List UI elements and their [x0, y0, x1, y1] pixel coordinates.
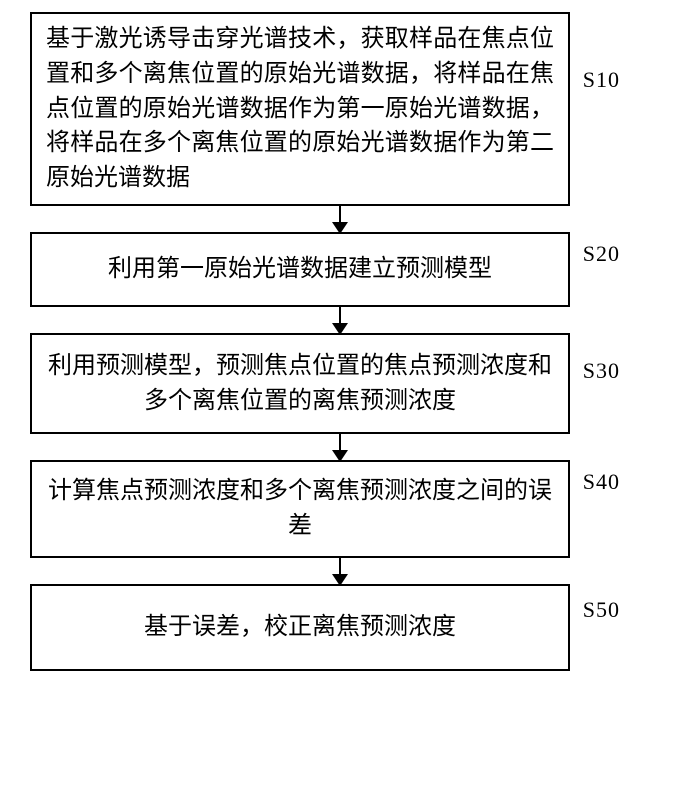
flow-step-s50: 基于误差，校正离焦预测浓度 S50 — [30, 584, 570, 671]
flow-step-s10: 基于激光诱导击穿光谱技术，获取样品在焦点位置和多个离焦位置的原始光谱数据，将样品… — [30, 12, 570, 206]
flowchart-container: 基于激光诱导击穿光谱技术，获取样品在焦点位置和多个离焦位置的原始光谱数据，将样品… — [30, 12, 650, 671]
flow-step-text: 计算焦点预测浓度和多个离焦预测浓度之间的误差 — [48, 478, 552, 539]
flow-step-s20: 利用第一原始光谱数据建立预测模型 S20 — [30, 232, 570, 307]
flow-step-label: S50 — [583, 594, 620, 626]
flow-arrow — [339, 434, 341, 460]
flow-arrow — [339, 307, 341, 333]
flow-arrow — [339, 558, 341, 584]
flow-step-s40: 计算焦点预测浓度和多个离焦预测浓度之间的误差 S40 — [30, 460, 570, 558]
flow-arrow — [339, 206, 341, 232]
flow-step-text: 利用第一原始光谱数据建立预测模型 — [108, 256, 492, 282]
flow-step-label: S20 — [583, 238, 620, 270]
flow-step-text: 基于误差，校正离焦预测浓度 — [144, 614, 456, 640]
flow-step-text: 基于激光诱导击穿光谱技术，获取样品在焦点位置和多个离焦位置的原始光谱数据，将样品… — [46, 26, 554, 191]
flow-step-label: S40 — [583, 466, 620, 498]
flow-step-label: S30 — [583, 355, 620, 387]
flow-step-text: 利用预测模型，预测焦点位置的焦点预测浓度和多个离焦位置的离焦预测浓度 — [48, 353, 552, 414]
flow-step-s30: 利用预测模型，预测焦点位置的焦点预测浓度和多个离焦位置的离焦预测浓度 S30 — [30, 333, 570, 435]
flow-step-label: S10 — [583, 64, 620, 96]
